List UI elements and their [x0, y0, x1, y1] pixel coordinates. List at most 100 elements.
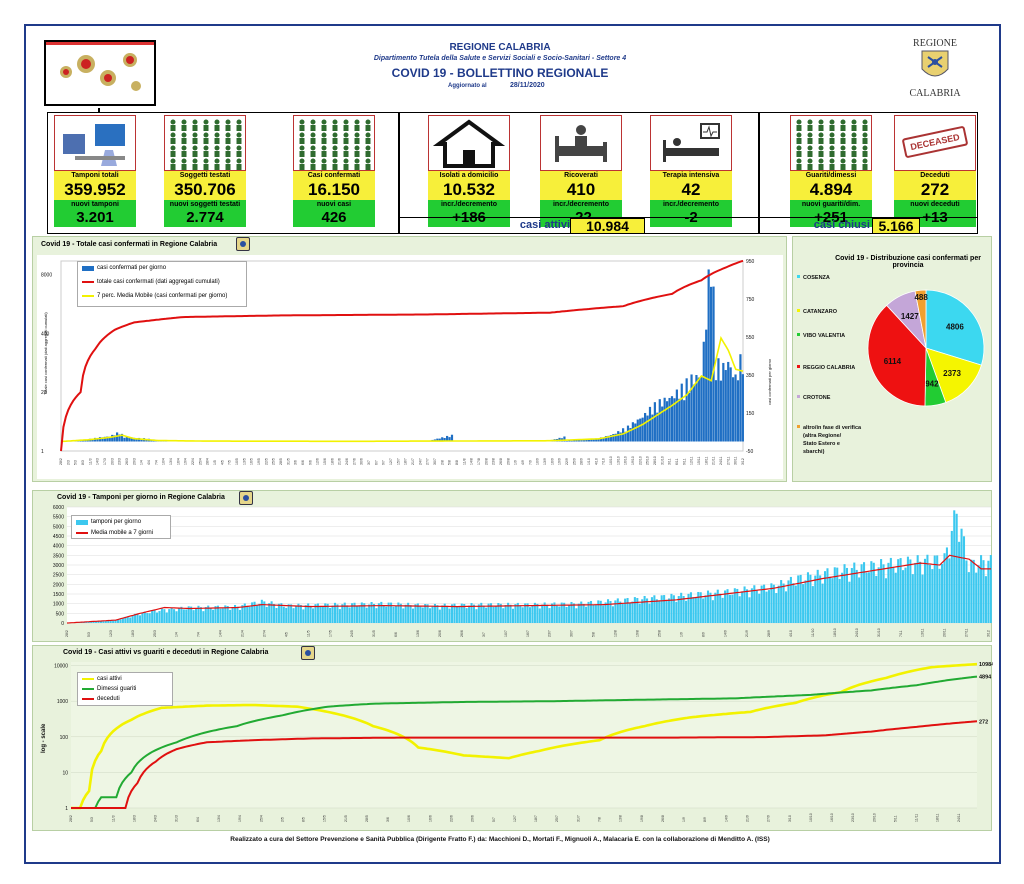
tests-bar	[589, 600, 593, 623]
updated-date: 28/11/2020	[510, 82, 545, 89]
tests-bar	[853, 562, 856, 623]
person-head	[181, 145, 187, 151]
series-end-label: 10984	[979, 662, 993, 668]
tests-bar	[877, 567, 880, 623]
coat-of-arms-icon	[921, 50, 949, 77]
series-end-label: 4894	[979, 675, 992, 681]
person-head	[829, 145, 835, 151]
tests-bar	[426, 604, 429, 623]
tests-bar	[892, 566, 895, 623]
tests-bar	[107, 620, 110, 623]
tests-bar	[246, 605, 249, 623]
person-body	[829, 151, 835, 157]
pie-slice	[925, 289, 985, 366]
date-tick: 13/8	[619, 815, 623, 822]
tests-bar	[563, 602, 566, 623]
person-head	[818, 119, 824, 125]
daily-cases-bar	[450, 434, 454, 442]
region-name: REGIONE CALABRIA	[449, 42, 551, 53]
person-body	[840, 151, 846, 157]
tests-bar	[811, 586, 814, 623]
bulletin-title: COVID 19 - BOLLETTINO REGIONALE	[391, 66, 609, 80]
date-tick: 18/10	[833, 628, 837, 637]
daily-cases-bar	[612, 434, 615, 442]
tests-bar	[706, 590, 710, 623]
y-axis-tick: 0	[61, 621, 64, 627]
daily-cases-bar	[91, 439, 94, 442]
person-head	[214, 132, 220, 138]
daily-cases-bar	[717, 358, 720, 442]
isolati-value: 10.532	[428, 180, 510, 200]
right-axis-label: casi confermati per giorno	[767, 358, 772, 405]
daily-cases-bar	[597, 439, 600, 442]
date-tick: 21/5	[344, 815, 348, 822]
nuovi-deceduti-label: nuovi deceduti	[894, 200, 976, 209]
daily-cases-bar	[719, 380, 722, 442]
person-body	[192, 164, 198, 170]
date-tick: 6/7	[374, 460, 378, 465]
date-tick: 7/10	[602, 458, 606, 465]
tests-bar	[865, 572, 868, 623]
tests-bar	[438, 609, 441, 623]
person-body	[203, 151, 209, 157]
tests-bar	[353, 602, 356, 623]
ricoverati-incr-label: incr./decremento	[540, 200, 622, 209]
tests-bar	[719, 593, 722, 623]
tests-bar	[372, 603, 376, 623]
tests-bar	[253, 601, 256, 623]
tests-bar	[950, 530, 953, 623]
y-axis-tick: 5500	[53, 515, 64, 521]
date-tick: 11/3	[111, 815, 115, 822]
tests-bar	[694, 598, 697, 623]
tests-bar	[443, 603, 446, 623]
left-axis-tick: 1	[41, 449, 44, 455]
date-tick: 16/6	[428, 815, 432, 822]
tests-bar	[319, 606, 322, 623]
tests-bar	[616, 598, 619, 623]
tests-bar	[882, 564, 885, 623]
tests-bar	[416, 603, 419, 623]
person-body	[181, 138, 187, 144]
person-head	[236, 145, 242, 151]
tests-bar	[316, 603, 319, 623]
tests-bar	[187, 606, 190, 623]
y-axis-tick: 2000	[53, 582, 64, 588]
date-tick: 8/9	[701, 632, 705, 637]
tests-bar	[553, 602, 556, 623]
chart3-title: Covid 19 - Tamponi per giorno in Regione…	[57, 494, 225, 501]
tests-bar	[948, 558, 951, 623]
person-head	[807, 132, 813, 138]
right-axis-tick: 550	[746, 335, 755, 341]
tests-bar	[555, 605, 558, 623]
tests-bar	[841, 572, 844, 623]
tests-bar	[936, 555, 939, 623]
tests-bar	[585, 606, 588, 623]
date-tick: 30/7	[433, 458, 437, 465]
tests-bar	[297, 603, 300, 623]
tests-bar	[514, 604, 517, 623]
tests-bar	[380, 601, 383, 623]
date-tick: 4/10	[789, 630, 793, 637]
person-head	[299, 158, 305, 164]
person-head	[225, 158, 231, 164]
y-axis-tick: 100	[60, 735, 69, 741]
tests-bar	[326, 603, 329, 623]
pie-legend-label: altro/in fase di verifica	[803, 425, 862, 431]
tests-bar	[529, 607, 532, 623]
tests-bar	[655, 599, 658, 623]
person-head	[170, 145, 176, 151]
tests-bar	[519, 605, 522, 623]
tests-bar	[190, 606, 193, 623]
soggetti-testati-label: Soggetti testati	[164, 171, 246, 180]
tests-bar	[962, 536, 966, 623]
person-head	[321, 158, 327, 164]
tests-bar	[748, 597, 751, 623]
pie-legend-swatch	[797, 309, 800, 312]
tests-bar	[424, 603, 427, 623]
lab-icon	[54, 115, 136, 171]
daily-cases-bar	[103, 436, 106, 442]
nuovi-soggetti-value: 2.774	[164, 209, 246, 227]
person-head	[214, 119, 220, 125]
person-body	[214, 138, 220, 144]
moving-average-line	[60, 335, 744, 443]
